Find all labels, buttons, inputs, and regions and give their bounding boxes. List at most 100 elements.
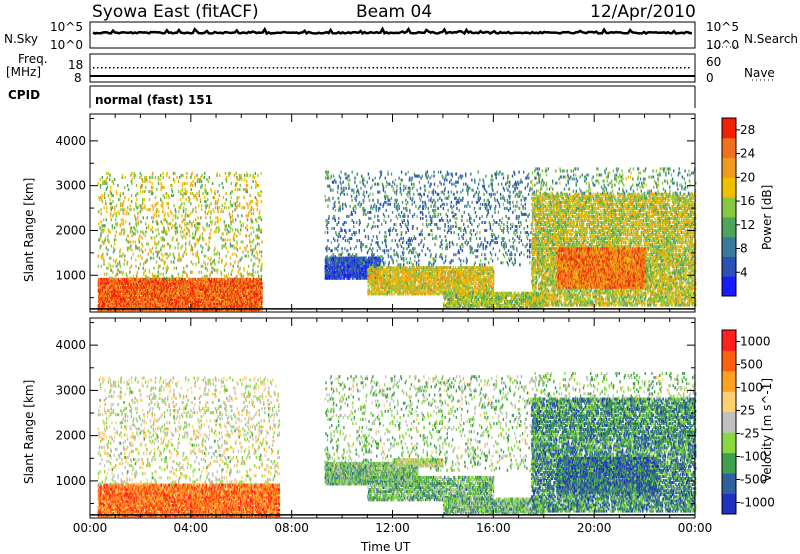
data-cell xyxy=(126,290,129,293)
data-cell xyxy=(217,198,220,202)
data-cell xyxy=(259,258,261,262)
data-cell xyxy=(157,287,159,291)
data-cell xyxy=(119,232,121,236)
data-cell xyxy=(182,218,185,222)
data-cell xyxy=(199,222,201,226)
data-cell xyxy=(116,296,119,299)
data-cell xyxy=(150,228,152,232)
date-title: 12/Apr/2010 xyxy=(590,2,696,22)
nave-point xyxy=(424,67,426,69)
data-cell xyxy=(205,242,207,246)
data-cell xyxy=(211,182,214,185)
data-cell xyxy=(103,304,106,308)
data-cell xyxy=(217,210,219,214)
data-cell xyxy=(167,304,169,308)
data-cell xyxy=(119,300,121,303)
data-cell xyxy=(150,292,152,295)
data-cell xyxy=(103,298,105,301)
data-cell xyxy=(150,285,153,289)
data-cell xyxy=(149,208,151,212)
data-cell xyxy=(115,218,117,222)
data-cell xyxy=(145,176,148,179)
data-cell xyxy=(151,283,153,287)
data-cell xyxy=(208,176,211,179)
data-cell xyxy=(171,292,173,295)
nave-point xyxy=(608,67,610,69)
data-cell xyxy=(131,248,133,252)
data-cell xyxy=(166,302,168,306)
data-cell xyxy=(191,171,193,175)
nave-point xyxy=(620,67,622,69)
data-cell xyxy=(142,198,144,202)
cpid-value: normal (fast) 151 xyxy=(95,93,213,107)
data-cell xyxy=(197,222,200,226)
data-cell xyxy=(243,266,245,270)
data-cell xyxy=(219,173,221,177)
nave-point xyxy=(105,67,107,69)
data-cell xyxy=(151,279,153,283)
data-cell xyxy=(167,242,170,246)
data-cell xyxy=(119,287,121,291)
nave-point xyxy=(356,67,359,69)
nsearch-label: N.Search xyxy=(744,32,798,46)
data-cell xyxy=(101,306,103,310)
data-cell xyxy=(154,212,156,216)
data-cell xyxy=(194,176,196,179)
data-cell xyxy=(147,296,149,299)
data-cell xyxy=(260,228,263,232)
data-cell xyxy=(125,220,127,224)
data-cell xyxy=(123,283,125,287)
data-cell xyxy=(132,287,134,291)
data-cell xyxy=(224,238,227,242)
data-cell xyxy=(104,285,106,289)
nave-point xyxy=(348,67,351,69)
nave-point xyxy=(652,67,654,69)
data-cell xyxy=(251,206,253,210)
data-cell xyxy=(178,176,181,179)
data-cell xyxy=(188,230,190,234)
data-cell xyxy=(176,238,178,242)
nave-point xyxy=(412,67,414,69)
data-cell xyxy=(184,188,186,191)
nave-point xyxy=(508,67,510,69)
nave-point xyxy=(624,67,626,69)
nave-point xyxy=(408,67,410,69)
data-cell xyxy=(222,244,225,248)
data-cell xyxy=(142,266,144,270)
data-cell xyxy=(166,256,168,260)
data-cell xyxy=(250,240,252,244)
nsky-tick-top: 10^5 xyxy=(50,20,83,34)
data-cell xyxy=(204,262,206,266)
data-cell xyxy=(119,270,121,274)
data-cell xyxy=(105,304,107,308)
data-cell xyxy=(206,268,209,272)
nave-point xyxy=(528,67,530,69)
data-cell xyxy=(253,254,255,258)
data-cell xyxy=(200,208,203,212)
data-cell xyxy=(140,300,142,303)
data-cell xyxy=(135,218,137,222)
data-cell xyxy=(105,285,108,289)
data-cell xyxy=(108,290,111,293)
nsky-tick-bottom: 10^0 xyxy=(50,38,83,52)
data-cell xyxy=(234,202,237,206)
data-cell xyxy=(135,283,138,287)
data-cell xyxy=(179,224,181,228)
data-cell xyxy=(139,262,141,266)
data-cell xyxy=(158,294,161,297)
data-cell xyxy=(128,240,130,244)
data-cell xyxy=(135,287,138,291)
data-cell xyxy=(113,226,116,230)
data-cell xyxy=(177,298,180,301)
data-cell xyxy=(124,304,126,308)
data-cell xyxy=(122,192,124,196)
data-cell xyxy=(221,182,223,185)
data-cell xyxy=(136,287,138,291)
data-cell xyxy=(143,287,145,291)
data-cell xyxy=(123,230,126,234)
data-cell xyxy=(106,283,108,287)
data-cell xyxy=(243,196,245,200)
data-cell xyxy=(100,212,102,216)
data-cell xyxy=(246,228,249,232)
data-cell xyxy=(222,186,224,189)
